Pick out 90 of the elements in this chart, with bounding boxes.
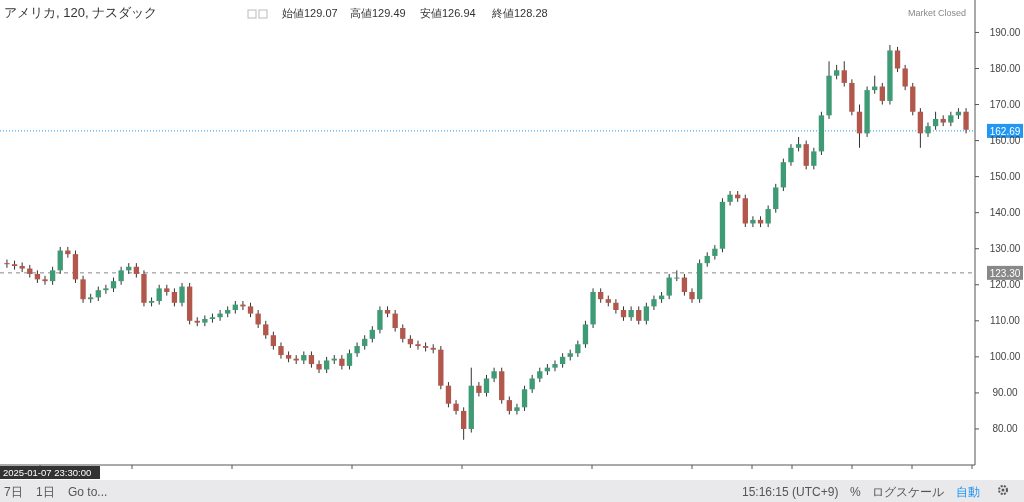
text: Go to... <box>68 485 108 499</box>
y-tick-label: 130.00 <box>989 243 1021 255</box>
y-tick-label: 190.00 <box>989 26 1021 38</box>
candlestick <box>42 275 48 286</box>
y-tick-label: 90.00 <box>992 387 1018 399</box>
candlestick <box>346 349 353 370</box>
text: ログスケール <box>872 485 944 499</box>
candlestick <box>476 381 482 398</box>
chart-title: アメリカ, 120, ナスダック <box>4 5 158 20</box>
candlestick <box>118 266 124 286</box>
candlestick <box>514 403 520 416</box>
candlestick <box>445 381 452 408</box>
candlestick <box>202 314 208 327</box>
candlestick <box>57 246 63 275</box>
candlestick <box>263 320 269 340</box>
y-tick-label: 110.00 <box>990 315 1021 327</box>
annotation: 安値126.94 <box>420 7 476 19</box>
candlestick <box>156 284 162 306</box>
y-tick-label: 160.00 <box>989 135 1021 147</box>
candlestick <box>856 104 863 149</box>
candlestick <box>902 64 908 91</box>
candlestick <box>255 309 261 329</box>
candlestick <box>392 309 398 333</box>
y-tick-label: 170.00 <box>989 99 1021 111</box>
candlestick <box>49 266 56 286</box>
candlestick <box>788 143 794 167</box>
candlestick <box>415 340 421 351</box>
ref-line-label: 162.69 <box>989 125 1021 137</box>
candlestick <box>917 107 924 149</box>
candlestick <box>521 385 528 412</box>
candlestick <box>171 287 178 307</box>
annotation: 終値128.28 <box>491 7 548 19</box>
candlestick <box>529 374 535 394</box>
candlestick <box>666 273 672 300</box>
candlestick <box>879 82 885 106</box>
candlestick <box>963 107 969 134</box>
candlestick <box>932 111 939 131</box>
candlestick <box>712 244 718 261</box>
candlestick <box>483 374 490 398</box>
candlestick <box>894 46 901 73</box>
candlestick <box>681 273 688 297</box>
text: 自動 <box>956 485 980 499</box>
candlestick <box>179 282 185 307</box>
y-tick-label: 180.00 <box>989 62 1021 74</box>
candlestick <box>217 309 223 322</box>
annotation: 始値129.07 <box>282 7 338 19</box>
text: 2025-01-07 23:30:00 <box>3 467 92 478</box>
candlestick <box>316 359 322 374</box>
candlestick <box>103 284 109 295</box>
candlestick <box>811 147 817 170</box>
y-tick-label: 150.00 <box>989 171 1021 183</box>
candlestick <box>636 305 642 325</box>
candlestick <box>689 287 695 304</box>
candlestick <box>582 320 589 349</box>
candlestick <box>841 60 847 88</box>
candlestick <box>628 305 634 322</box>
candlestick <box>354 341 360 358</box>
candlestick <box>4 259 10 269</box>
candlestick <box>773 183 779 214</box>
candlestick <box>400 323 406 343</box>
ref-line-label: 123.30 <box>989 267 1021 279</box>
y-tick-label: 80.00 <box>992 423 1018 435</box>
text: 15:16:15 (UTC+9) <box>742 485 839 499</box>
candlestick <box>453 399 459 416</box>
y-tick-label: 120.00 <box>989 279 1021 291</box>
candlestick <box>506 396 512 416</box>
candlestick <box>925 122 931 138</box>
candlestick <box>803 140 809 170</box>
candlestick <box>80 275 86 304</box>
candlestick <box>461 406 467 441</box>
candlestick <box>613 298 619 315</box>
annotation: 高値129.49 <box>350 7 406 19</box>
text: 7日 <box>4 485 23 499</box>
candlestick <box>278 341 284 360</box>
y-tick-label: 100.00 <box>989 351 1021 363</box>
candlestick <box>491 367 497 383</box>
candlestick <box>552 359 558 372</box>
candlestick <box>377 305 383 334</box>
candlestick <box>765 204 771 228</box>
candlestick <box>651 295 657 311</box>
candlestick <box>339 354 345 370</box>
y-tick-label: 140.00 <box>989 207 1021 219</box>
candlestick <box>643 302 650 325</box>
candlestick <box>750 215 756 228</box>
candlestick <box>674 269 680 282</box>
candlestick <box>270 331 277 351</box>
text: 1日 <box>36 485 55 499</box>
text: % <box>850 485 861 499</box>
annotation: Market Closed <box>907 8 966 18</box>
candlestick <box>727 190 733 206</box>
